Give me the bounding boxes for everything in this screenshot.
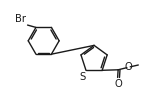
Text: Br: Br <box>15 14 26 24</box>
Text: O: O <box>114 79 122 89</box>
Text: O: O <box>125 62 132 72</box>
Text: S: S <box>80 72 86 82</box>
